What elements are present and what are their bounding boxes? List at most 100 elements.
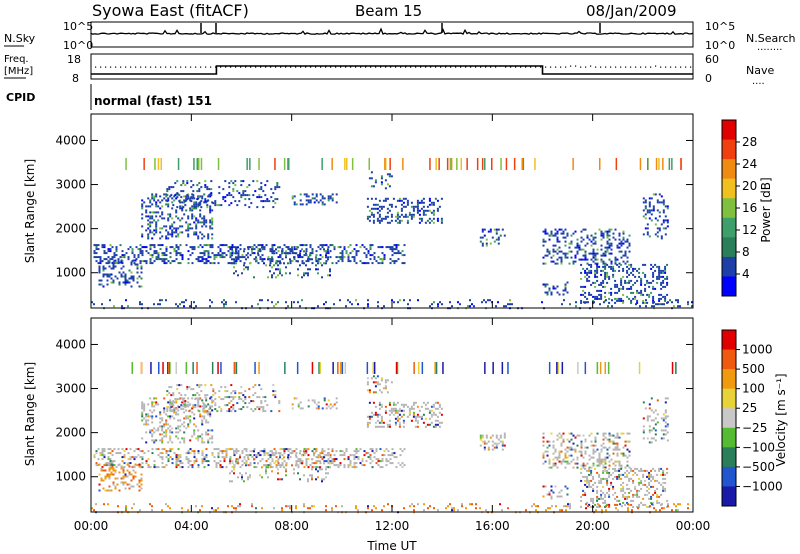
echo-cell	[580, 467, 583, 470]
echo-cell	[604, 246, 607, 249]
echo-cell	[101, 450, 104, 453]
echo-cell	[250, 400, 253, 403]
echo-cell	[297, 246, 299, 249]
echo-cell	[323, 454, 326, 457]
echo-cell	[204, 404, 207, 407]
echo-cell	[650, 219, 653, 222]
echo-cell	[544, 283, 547, 286]
echo-cell	[177, 427, 180, 430]
echo-cell	[91, 507, 93, 510]
echo-cell	[664, 215, 667, 218]
echo-cell	[383, 256, 386, 259]
echo-cell	[558, 256, 561, 259]
echo-cell	[305, 450, 307, 453]
echo-cell	[100, 467, 103, 470]
echo-cell	[283, 244, 286, 247]
echo-cell	[658, 211, 661, 214]
echo-cell	[620, 283, 623, 286]
echo-cell	[550, 293, 553, 296]
echo-cell	[141, 254, 144, 257]
echo-cell	[582, 258, 585, 261]
echo-cell	[381, 509, 383, 512]
echo-cell	[562, 236, 565, 239]
colorbar-tick-label: 28	[742, 135, 757, 149]
echo-cell	[195, 225, 198, 228]
echo-cell	[159, 248, 162, 251]
echo-cell	[95, 244, 98, 247]
echo-cell	[180, 196, 183, 199]
echo-cell	[229, 462, 231, 465]
echo-cell	[368, 219, 371, 222]
echo-cell	[319, 468, 321, 471]
echo-cell	[129, 246, 132, 249]
echo-cell	[311, 250, 314, 253]
echo-cell	[329, 454, 332, 457]
echo-cell	[136, 483, 139, 486]
echo-cell	[113, 305, 115, 308]
echo-cell	[627, 503, 629, 506]
echo-cell	[331, 460, 334, 463]
echo-cell	[206, 186, 209, 189]
echo-streak	[258, 158, 260, 170]
echo-cell	[418, 213, 421, 216]
echo-cell	[182, 190, 185, 193]
echo-cell	[653, 305, 655, 308]
echo-cell	[618, 234, 621, 237]
echo-cell	[203, 415, 206, 418]
echo-cell	[406, 215, 409, 218]
echo-cell	[624, 495, 627, 498]
echo-cell	[661, 507, 663, 510]
echo-cell	[618, 299, 621, 302]
echo-cell	[201, 246, 204, 249]
echo-cell	[658, 501, 661, 504]
echo-cell	[276, 198, 279, 201]
echo-streak	[233, 362, 236, 374]
echo-cell	[675, 505, 677, 508]
echo-cell	[174, 194, 177, 197]
echo-cell	[618, 467, 621, 470]
echo-cell	[223, 460, 226, 463]
echo-cell	[379, 460, 382, 463]
echo-cell	[315, 199, 318, 202]
echo-cell	[197, 452, 200, 455]
echo-cell	[398, 407, 401, 410]
echo-cell	[608, 432, 611, 435]
echo-cell	[317, 268, 319, 271]
echo-cell	[145, 423, 148, 426]
echo-cell	[376, 425, 379, 428]
echo-cell	[115, 250, 118, 253]
echo-cell	[177, 235, 180, 238]
echo-cell	[101, 466, 104, 469]
echo-cell	[656, 487, 659, 490]
echo-cell	[194, 406, 197, 409]
echo-cell	[172, 404, 175, 407]
echo-cell	[185, 209, 188, 212]
echo-cell	[584, 250, 587, 253]
echo-streak	[372, 362, 374, 374]
echo-cell	[107, 456, 110, 459]
echo-cell	[309, 258, 311, 261]
echo-cell	[422, 213, 425, 216]
echo-cell	[175, 254, 178, 257]
echo-cell	[193, 205, 196, 208]
echo-cell	[659, 509, 661, 512]
echo-cell	[161, 260, 164, 263]
echo-cell	[606, 242, 609, 245]
echo-cell	[182, 180, 185, 183]
nave-dot	[180, 66, 182, 68]
echo-cell	[479, 436, 482, 439]
echo-cell	[380, 391, 383, 394]
echo-cell	[145, 250, 148, 253]
echo-cell	[347, 299, 349, 302]
echo-cell	[599, 303, 601, 306]
echo-cell	[169, 213, 172, 216]
echo-cell	[658, 215, 661, 218]
echo-cell	[124, 487, 127, 490]
echo-cell	[163, 423, 166, 426]
echo-cell	[248, 402, 251, 405]
echo-cell	[378, 199, 381, 202]
echo-cell	[654, 491, 657, 494]
echo-cell	[141, 213, 144, 216]
echo-cell	[660, 223, 663, 226]
echo-cell	[391, 246, 394, 249]
